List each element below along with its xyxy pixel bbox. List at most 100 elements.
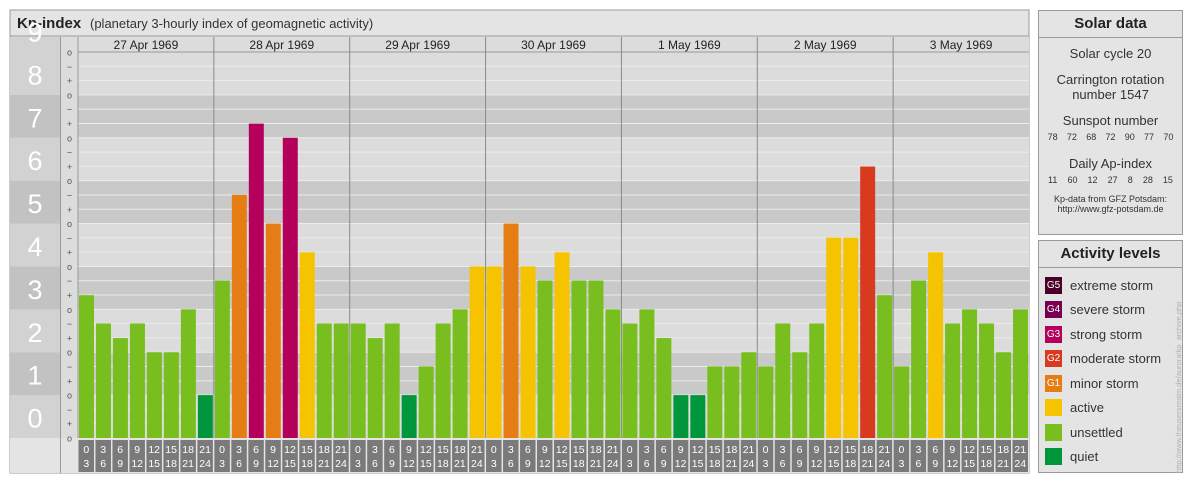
interval-end-label: 21 bbox=[997, 458, 1009, 470]
day-label: 27 Apr 1969 bbox=[114, 38, 179, 52]
kp-bar bbox=[316, 323, 332, 438]
interval-end-label: 6 bbox=[644, 458, 650, 470]
ap-values: 11 60 12 27 8 28 15 bbox=[1039, 171, 1182, 185]
sunspot-value: 78 bbox=[1047, 132, 1058, 142]
interval-end-label: 21 bbox=[862, 458, 874, 470]
minor-tick-label: o bbox=[67, 219, 72, 229]
interval-box bbox=[723, 440, 740, 472]
kp-bar bbox=[112, 338, 128, 438]
interval-box bbox=[774, 440, 791, 472]
interval-start-label: 9 bbox=[406, 444, 412, 456]
interval-box bbox=[452, 440, 468, 472]
kp-bar bbox=[928, 252, 944, 438]
chart-title: Kp-index bbox=[17, 15, 82, 32]
interval-end-label: 15 bbox=[828, 458, 840, 470]
interval-end-label: 3 bbox=[219, 458, 225, 470]
interval-end-label: 24 bbox=[471, 458, 483, 470]
interval-box bbox=[655, 440, 672, 472]
kp-bar bbox=[79, 295, 94, 438]
solar-data-title: Solar data bbox=[1039, 11, 1182, 38]
activity-level-item: G1 minor storm bbox=[1045, 372, 1182, 394]
interval-end-label: 21 bbox=[590, 458, 602, 470]
minor-tick-label: − bbox=[67, 62, 72, 72]
kp-bar bbox=[520, 266, 536, 438]
interval-box bbox=[740, 440, 757, 472]
minor-tick-label: − bbox=[67, 276, 72, 286]
interval-end-label: 18 bbox=[165, 458, 177, 470]
interval-box bbox=[384, 440, 400, 472]
interval-box bbox=[859, 440, 876, 472]
interval-end-label: 12 bbox=[675, 458, 687, 470]
activity-levels-panel: Activity levels G5 extreme storm G4 severe … bbox=[1038, 240, 1183, 473]
interval-end-label: 18 bbox=[980, 458, 992, 470]
kp-bar bbox=[656, 338, 672, 438]
source-link[interactable]: http://www.gfz-potsdam.de bbox=[1057, 204, 1164, 214]
minor-tick-label: + bbox=[67, 291, 72, 301]
interval-box bbox=[282, 440, 298, 472]
interval-box bbox=[333, 440, 349, 472]
y-tick-label: 8 bbox=[27, 60, 42, 90]
interval-start-label: 21 bbox=[335, 444, 347, 456]
interval-start-label: 9 bbox=[134, 444, 140, 456]
ap-value: 27 bbox=[1107, 175, 1118, 185]
interval-box bbox=[180, 440, 196, 472]
kp-bar bbox=[741, 352, 757, 438]
interval-box bbox=[621, 440, 638, 472]
interval-end-label: 24 bbox=[1014, 458, 1026, 470]
interval-box bbox=[604, 440, 621, 472]
kp-bar bbox=[673, 395, 689, 438]
y-tick-label: 4 bbox=[27, 232, 42, 262]
y-tick-label: 6 bbox=[27, 146, 42, 176]
level-swatch bbox=[1045, 448, 1062, 465]
interval-start-label: 9 bbox=[678, 444, 684, 456]
kp-bar bbox=[979, 323, 995, 438]
interval-start-label: 15 bbox=[845, 444, 857, 456]
interval-end-label: 6 bbox=[372, 458, 378, 470]
day-label: 29 Apr 1969 bbox=[385, 38, 450, 52]
sunspot-label: Sunspot number bbox=[1062, 113, 1159, 128]
activity-level-item: G3 strong storm bbox=[1045, 323, 1182, 345]
interval-box bbox=[1012, 440, 1028, 472]
kp-bar bbox=[724, 366, 740, 438]
level-label: extreme storm bbox=[1070, 277, 1154, 293]
ap-value: 60 bbox=[1067, 175, 1078, 185]
minor-tick-label: − bbox=[67, 233, 72, 243]
kp-bar bbox=[792, 352, 808, 438]
interval-start-label: 15 bbox=[165, 444, 177, 456]
minor-tick-label: o bbox=[67, 176, 72, 186]
interval-end-label: 6 bbox=[915, 458, 921, 470]
interval-box bbox=[299, 440, 315, 472]
interval-start-label: 21 bbox=[607, 444, 619, 456]
kp-bar bbox=[571, 280, 587, 438]
kp-bar bbox=[197, 395, 213, 438]
interval-start-label: 0 bbox=[491, 444, 497, 456]
interval-box bbox=[927, 440, 944, 472]
day-label: 28 Apr 1969 bbox=[249, 38, 314, 52]
interval-box bbox=[978, 440, 995, 472]
kp-bar bbox=[588, 280, 604, 438]
kp-bar bbox=[945, 323, 961, 438]
interval-box bbox=[146, 440, 162, 472]
interval-box bbox=[825, 440, 842, 472]
kp-bar bbox=[452, 309, 468, 438]
y-tick-label: 3 bbox=[27, 275, 42, 305]
minor-tick-label: − bbox=[67, 105, 72, 115]
interval-start-label: 15 bbox=[709, 444, 721, 456]
minor-tick-label: + bbox=[67, 376, 72, 386]
interval-start-label: 12 bbox=[148, 444, 160, 456]
day-label: 3 May 1969 bbox=[930, 38, 993, 52]
interval-start-label: 15 bbox=[301, 444, 313, 456]
minor-tick-label: + bbox=[67, 76, 72, 86]
kp-bar bbox=[180, 309, 196, 438]
interval-box bbox=[638, 440, 655, 472]
kp-bar bbox=[775, 323, 791, 438]
kp-chart: Kp-index (planetary 3-hourly index of ge… bbox=[9, 9, 1030, 474]
interval-box bbox=[435, 440, 451, 472]
interval-end-label: 21 bbox=[726, 458, 738, 470]
interval-start-label: 18 bbox=[318, 444, 330, 456]
interval-start-label: 3 bbox=[372, 444, 378, 456]
kp-bar bbox=[384, 323, 400, 438]
kp-bar bbox=[690, 395, 706, 438]
interval-end-label: 9 bbox=[661, 458, 667, 470]
interval-end-label: 3 bbox=[355, 458, 361, 470]
